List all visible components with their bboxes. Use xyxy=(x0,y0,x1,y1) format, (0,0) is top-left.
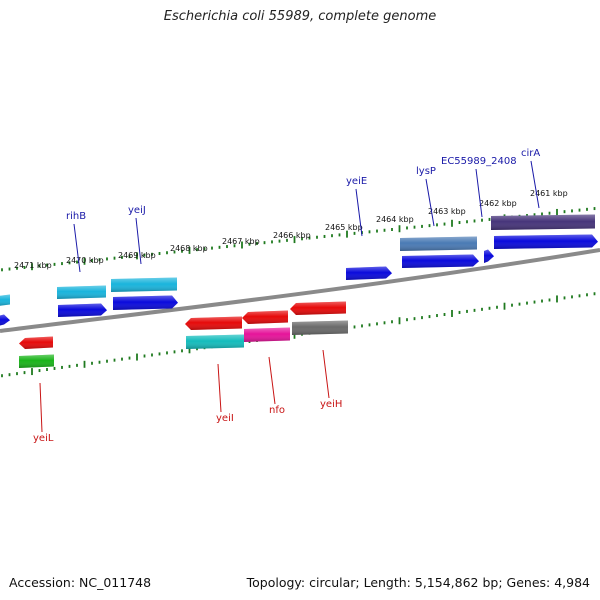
forward-label-line xyxy=(355,188,363,237)
gene-arrow-shading xyxy=(57,285,106,299)
gene-labels: rihB yeiJ yeiE lysP EC55989_2408 cirA yeiL yeiI… xyxy=(33,148,540,444)
forward-gene-label[interactable]: rihB xyxy=(66,211,86,222)
forward-gene-label[interactable]: yeiE xyxy=(346,176,367,187)
gene-arrow-shading xyxy=(19,354,54,368)
gene-arrow-shading xyxy=(0,314,10,326)
gene-arrow-shading xyxy=(0,294,10,306)
gene-arrow-shading xyxy=(185,316,242,330)
map-title: Escherichia coli 55989, complete genome xyxy=(163,9,437,24)
reverse-gene-label[interactable]: yeiL xyxy=(33,433,54,444)
kbp-label: 2463 kbp xyxy=(428,207,466,216)
gene-arrow-shading xyxy=(242,310,288,324)
reverse-label-line xyxy=(39,382,43,433)
kbp-label: 2469 kbp xyxy=(118,251,156,260)
reverse-label-line xyxy=(322,349,330,399)
reverse-gene-label[interactable]: yeiH xyxy=(320,399,342,410)
reverse-gene-label[interactable]: yeiI xyxy=(216,413,234,424)
kbp-label: 2468 kbp xyxy=(170,244,208,253)
gene-arrow-shading xyxy=(58,303,107,317)
reverse-label-line xyxy=(268,356,276,405)
reverse-gene-label[interactable]: nfo xyxy=(269,405,285,416)
gene-label-lines xyxy=(39,160,540,433)
forward-tick-track xyxy=(1,207,596,272)
kbp-label: 2471 kbp xyxy=(14,261,52,270)
kbp-label: 2465 kbp xyxy=(325,223,363,232)
forward-gene-label[interactable]: cirA xyxy=(521,148,540,159)
gene-arrow-shading xyxy=(19,336,53,349)
gene-arrow-shading xyxy=(484,249,494,263)
gene-arrow-shading xyxy=(244,327,290,342)
gene-features xyxy=(0,214,598,368)
kbp-label: 2467 kbp xyxy=(222,237,260,246)
forward-label-line xyxy=(135,217,142,265)
forward-gene-label[interactable]: lysP xyxy=(416,166,436,177)
gene-arrow-shading xyxy=(491,214,595,230)
gene-arrow-shading xyxy=(113,295,178,310)
forward-gene-label[interactable]: yeiJ xyxy=(128,205,146,216)
forward-label-line xyxy=(425,178,435,227)
forward-label-line xyxy=(475,168,483,218)
kbp-scale-labels: 2471 kbp 2470 kbp 2469 kbp 2468 kbp 2467 kbp… xyxy=(14,189,568,270)
genome-summary-text: Topology: circular; Length: 5,154,862 bp… xyxy=(246,575,590,590)
kbp-label: 2470 kbp xyxy=(66,256,104,265)
forward-label-line xyxy=(73,223,81,273)
forward-label-line xyxy=(530,160,540,209)
gene-arrow-shading xyxy=(402,254,479,268)
gene-arrow-shading xyxy=(186,334,244,349)
gene-arrow-shading xyxy=(111,277,177,292)
kbp-label: 2462 kbp xyxy=(479,199,517,208)
kbp-label: 2464 kbp xyxy=(376,215,414,224)
gene-arrow-shading xyxy=(346,266,392,280)
kbp-label: 2466 kbp xyxy=(273,231,311,240)
forward-gene-label[interactable]: EC55989_2408 xyxy=(441,156,517,167)
gene-arrow-shading xyxy=(290,301,346,315)
reverse-label-line xyxy=(217,363,222,413)
kbp-label: 2461 kbp xyxy=(530,189,568,198)
gene-arrow-shading xyxy=(494,234,598,249)
gene-arrow-shading xyxy=(400,236,477,251)
genome-backbone xyxy=(0,248,600,333)
accession-text: Accession: NC_011748 xyxy=(9,575,152,590)
gene-arrow-shading xyxy=(292,320,348,335)
